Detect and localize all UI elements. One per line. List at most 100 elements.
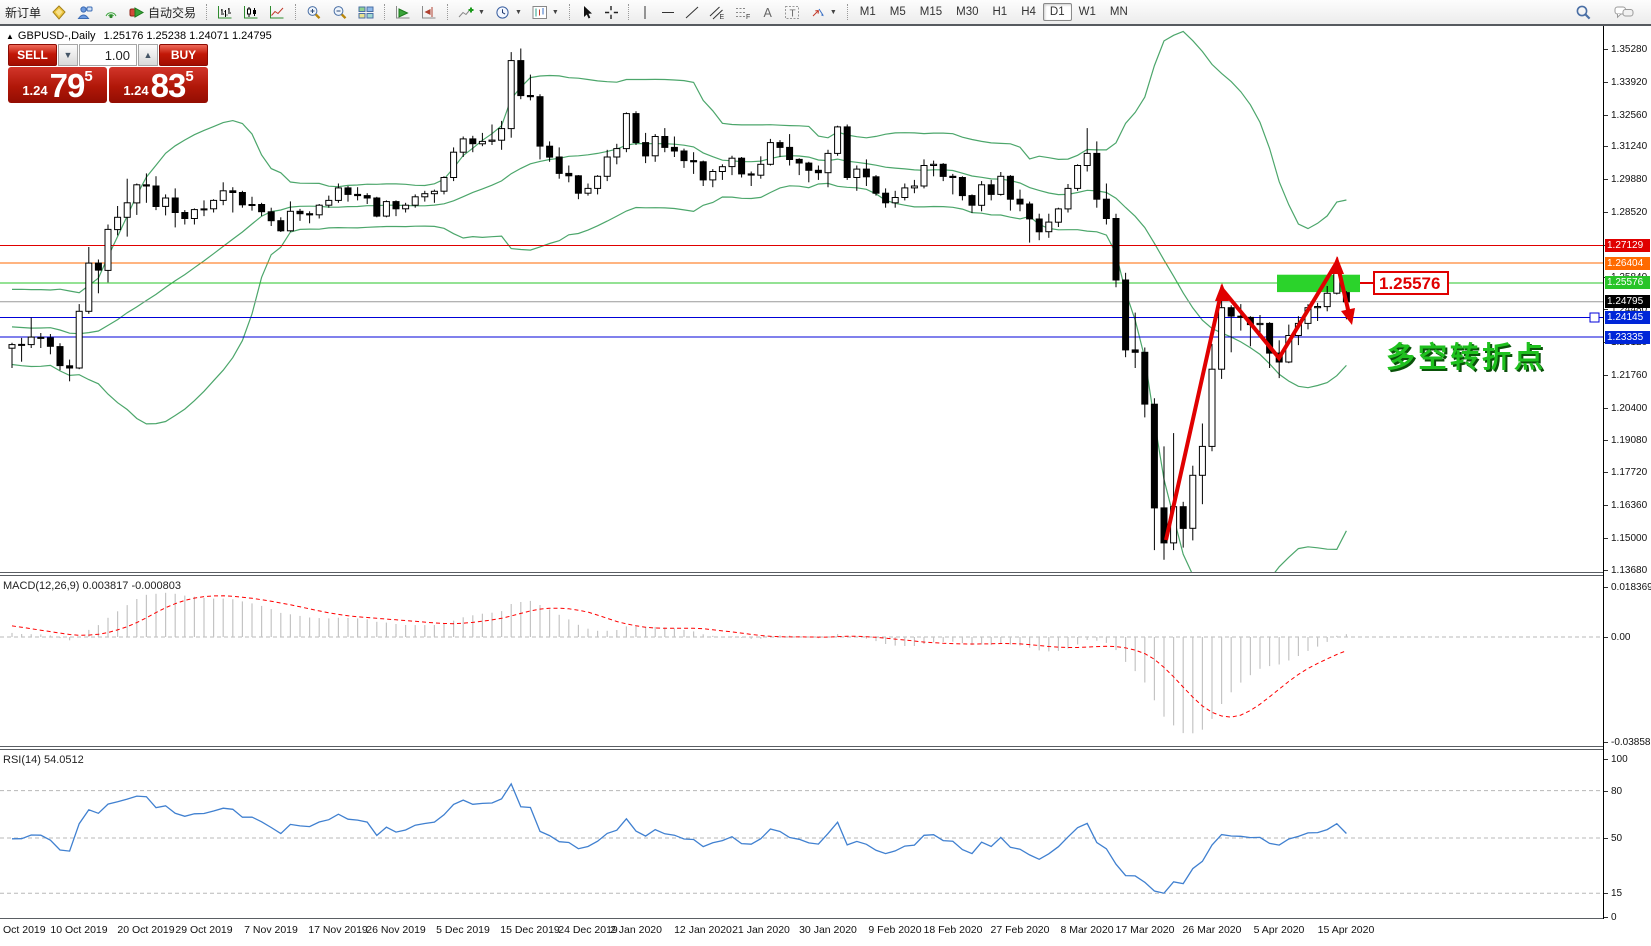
line-chart-button[interactable] [264,2,290,23]
auto-scroll-icon [396,5,410,18]
rsi-tick-label: 100 [1611,754,1628,765]
zigzag-trend-arrows[interactable] [1164,256,1352,541]
periods-clock-icon [496,5,509,19]
price-tick-label: 1.33920 [1611,77,1648,88]
fibo-button[interactable]: F [730,2,756,23]
price-tick-label: 1.17720 [1611,467,1648,478]
chart-shift-button[interactable] [416,2,442,23]
date-label: 17 Mar 2020 [1115,924,1175,936]
date-axis[interactable]: Oct 2019 10 Oct 2019 20 Oct 2019 29 Oct 201… [0,919,1651,946]
date-label: 5 Apr 2020 [1253,924,1305,936]
tf-h4-button[interactable]: H4 [1021,6,1036,18]
history-icon-button[interactable] [46,2,72,23]
search-icon-button[interactable] [1570,1,1597,24]
bar-chart-button[interactable] [212,2,238,23]
date-label: 5 Dec 2019 [436,924,490,936]
auto-scroll-button[interactable] [390,2,416,23]
zoom-in-button[interactable] [301,2,327,23]
bollinger-middle-band[interactable] [11,142,1347,389]
horizontal-line-icon [661,11,674,13]
chat-icon-button[interactable] [1609,2,1639,23]
sell-button[interactable]: SELL [8,44,57,66]
dropdown-arrow-icon[interactable]: ▼ [551,8,559,16]
tf-m15-button[interactable]: M15 [919,6,943,18]
text-button[interactable]: A [756,2,779,23]
volume-down-button[interactable]: ▼ [58,44,78,66]
autotrade-button[interactable]: 自动交易 [124,1,201,24]
chart-ohlc-values: 1.25176 1.25238 1.24071 1.24795 [103,30,272,42]
arrow-shapes-icon [812,8,824,16]
dropdown-arrow-icon[interactable]: ▼ [514,8,522,16]
axis-tick [1604,179,1608,180]
rsi-pane[interactable]: RSI(14) 54.0512 [0,750,1651,918]
volume-input[interactable]: 1.00 [79,44,137,66]
label-button[interactable]: T [779,2,805,23]
date-label: 26 Nov 2019 [366,924,426,936]
macd-pane[interactable]: MACD(12,26,9) 0.003817 -0.000803 [0,576,1651,746]
periods-button[interactable]: ▼ [490,2,527,23]
level-price-label: 1.26404 [1605,257,1650,270]
chart-symbol-label: GBPUSD-,Daily [17,30,96,42]
buy-button[interactable]: BUY [159,44,208,66]
candlestick-chart[interactable]: 1.25576 [0,26,1603,594]
candle-chart-button[interactable] [238,2,264,23]
bollinger-upper-band[interactable] [11,30,1347,294]
volume-up-button[interactable]: ▲ [138,44,158,66]
text-label-icon: T [784,5,799,19]
macd-indicator-label: MACD(12,26,9) 0.003817 -0.000803 [3,580,181,592]
cursor-button[interactable] [575,2,599,23]
indicators-button[interactable]: ▼ [453,2,490,23]
new-order-button[interactable]: 新订单 [5,5,42,20]
pane-separator[interactable] [0,572,1651,576]
arrowhead-icon [1215,283,1229,301]
price-tick-label: 1.16360 [1611,500,1648,511]
tf-d1-button[interactable]: D1 [1042,3,1072,21]
tf-m30-button[interactable]: M30 [956,6,979,18]
tf-m1-button[interactable]: M1 [859,6,876,18]
line-handle[interactable] [1589,312,1600,323]
zoom-out-button[interactable] [327,2,353,23]
bull-bear-turning-point-label[interactable]: 多空转折点 [1386,342,1547,374]
date-label: 15 Apr 2020 [1317,924,1375,936]
price-tag-box[interactable] [1373,271,1449,295]
signals-icon-button[interactable] [98,2,124,23]
hline-button[interactable] [656,2,680,23]
tf-mn-button[interactable]: MN [1109,6,1128,18]
vertical-line-icon [644,5,646,19]
pane-separator[interactable] [0,746,1651,750]
vline-button[interactable] [634,2,656,23]
svg-text:F: F [746,14,750,20]
channel-button[interactable]: E [704,2,730,23]
rsi-chart[interactable] [0,750,1603,918]
community-icon-button[interactable] [72,2,98,23]
sell-price-button[interactable]: 1.24 79 5 [8,67,107,103]
tf-h1-button[interactable]: H1 [992,6,1008,18]
buy-price-button[interactable]: 1.24 83 5 [109,67,208,103]
shapes-button[interactable]: ▼ [805,2,842,23]
main-chart-pane[interactable]: ▲ GBPUSD-,Daily 1.25176 1.25238 1.24071 1.… [0,26,1651,594]
dropdown-arrow-icon[interactable]: ▼ [829,8,837,16]
dropdown-arrow-icon[interactable]: ▼ [478,8,485,16]
crosshair-button[interactable] [599,2,623,23]
tf-m5-button[interactable]: M5 [889,6,906,18]
macd-chart[interactable] [0,576,1603,746]
date-label: 27 Feb 2020 [990,924,1050,936]
chart-title: ▲ GBPUSD-,Daily 1.25176 1.25238 1.24071 1.… [6,30,272,42]
axis-tick [1604,375,1608,376]
price-axis[interactable]: 1.35280 1.33920 1.32560 1.31240 1.29880 1.285… [1603,26,1651,923]
tf-w1-button[interactable]: W1 [1078,6,1096,18]
axis-tick [1604,309,1608,310]
indicators-icon [458,7,474,17]
macd-value-1: 0.003817 [82,580,129,592]
tile-windows-button[interactable] [353,2,379,23]
templates-button[interactable]: ▼ [527,2,564,23]
svg-text:A: A [763,6,772,20]
candles-layer[interactable] [8,48,1350,560]
rsi-tick-label: 0 [1611,912,1617,923]
axis-tick [1604,570,1608,571]
panel-collapse-icon[interactable]: ▲ [6,32,14,41]
axis-tick [1604,115,1608,116]
sell-price-prefix: 1.24 [22,83,48,98]
trendline-button[interactable] [680,2,704,23]
level-price-label: 1.24145 [1605,311,1650,324]
